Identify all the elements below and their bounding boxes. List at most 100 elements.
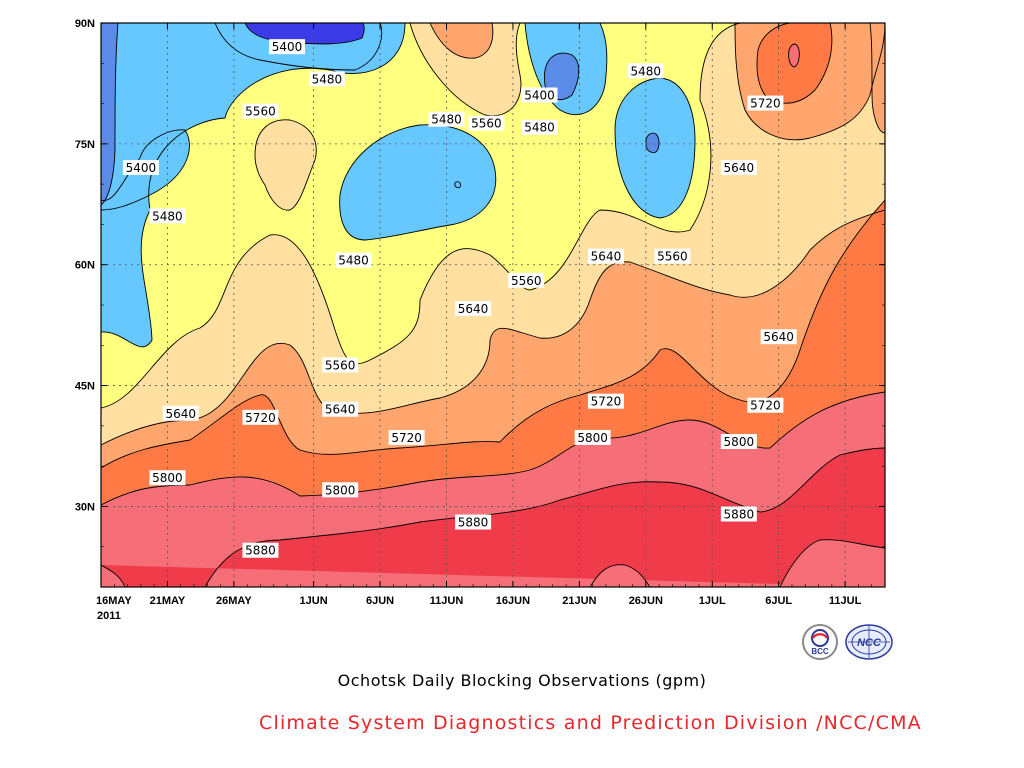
- contour-label: 5640: [455, 301, 492, 317]
- contour-label-text: 5720: [750, 399, 781, 413]
- contour-label: 5720: [587, 393, 624, 409]
- blob-5640-north: [430, 23, 493, 59]
- blob-core-north: [245, 23, 365, 44]
- contour-label-text: 5720: [591, 395, 622, 409]
- contour-label: 5640: [760, 329, 797, 345]
- contour-label-box: [747, 397, 784, 413]
- contour-label-box: [162, 405, 199, 421]
- y-tick-label: 60N: [75, 260, 95, 272]
- contour-label-text: 5560: [511, 274, 542, 288]
- contour-label: 5640: [322, 401, 359, 417]
- contour-label: 5480: [335, 252, 372, 268]
- blob-5400-east: [646, 133, 659, 153]
- contour-label-text: 5480: [152, 209, 183, 223]
- blob-5480-center: [339, 124, 496, 240]
- contour-label: 5720: [242, 409, 279, 425]
- contour-label: 5640: [162, 405, 199, 421]
- ncc-logo-icon: NCC: [845, 624, 893, 660]
- x-year-label: 2011: [97, 610, 121, 622]
- contour-label: 5640: [720, 160, 757, 176]
- contour-label: 5480: [428, 111, 465, 127]
- contour-label: 5400: [521, 87, 558, 103]
- blob-5560-center: [255, 119, 317, 211]
- blob-5800-sse: [780, 539, 885, 587]
- contour-fields: 5400 5480 5400 5480 5560 5480 5560 5400 5480 5480…: [101, 23, 885, 587]
- blob-5880-ne: [788, 44, 800, 67]
- contour-label: 5560: [322, 357, 359, 373]
- contour-label-box: [587, 393, 624, 409]
- x-tick-label: 6JUL: [765, 595, 792, 607]
- contour-label-box: [760, 329, 797, 345]
- contour-label-text: 5800: [325, 483, 356, 497]
- contour-label: 5880: [720, 506, 757, 522]
- x-tick-label: 26JUN: [629, 595, 663, 607]
- contour-label: 5560: [468, 115, 505, 131]
- contour-label-box: [149, 208, 186, 224]
- x-tick-label: 6JUN: [366, 595, 394, 607]
- contour-label-text: 5400: [524, 89, 555, 103]
- contour-label-text: 5720: [391, 431, 422, 445]
- contour-label: 5400: [269, 39, 306, 55]
- contour-label-text: 5640: [724, 161, 755, 175]
- contour-label: 5720: [388, 429, 425, 445]
- contour-label: 5720: [747, 95, 784, 111]
- x-tick-labels: 16MAY 21MAY 26MAY 1JUN 6JUN 11JUN 16JUN 21JUN 26…: [96, 595, 862, 607]
- contour-labels: 5400 5480 5400 5480 5560 5480 5560 5400 5480 5480…: [122, 39, 797, 558]
- contour-label-text: 5800: [724, 435, 755, 449]
- contour-label: 5480: [627, 63, 664, 79]
- contour-label: 5480: [149, 208, 186, 224]
- contour-label-box: [322, 482, 359, 498]
- contour-lines: [101, 23, 885, 587]
- contour-label-box: [720, 433, 757, 449]
- contour-label-text: 5880: [245, 544, 276, 558]
- contour-label-box: [521, 87, 558, 103]
- contour-label-text: 5640: [591, 250, 622, 264]
- contour-label-text: 5800: [152, 471, 183, 485]
- contour-label-text: 5480: [338, 254, 369, 268]
- contour-label: 5800: [322, 482, 359, 498]
- x-tick-label: 11JUL: [829, 595, 862, 607]
- blob-low-west-edge: [101, 23, 118, 205]
- contour-label: 5400: [122, 160, 159, 176]
- contour-label-text: 5480: [312, 72, 343, 86]
- contour-label-box: [335, 252, 372, 268]
- contour-label-box: [242, 409, 279, 425]
- contour-label-box: [308, 71, 345, 87]
- contour-label-box: [521, 119, 558, 135]
- y-tick-label: 90N: [75, 18, 95, 30]
- contour-label-text: 5720: [750, 97, 781, 111]
- x-tick-label: 16MAY: [96, 595, 132, 607]
- contour-label-box: [720, 506, 757, 522]
- contour-label-box: [747, 95, 784, 111]
- contour-label-box: [428, 111, 465, 127]
- contour-label-box: [122, 160, 159, 176]
- contour-label-text: 5480: [431, 113, 462, 127]
- contour-label-box: [508, 272, 545, 288]
- contour-label-text: 5640: [165, 407, 196, 421]
- contour-label-box: [627, 63, 664, 79]
- axis-ticks: [100, 22, 886, 588]
- bcc-logo: BCC: [801, 623, 839, 665]
- contour-label-text: 5560: [325, 358, 356, 372]
- contour-label-text: 5560: [471, 117, 502, 131]
- contour-label: 5480: [308, 71, 345, 87]
- contour-label-box: [587, 248, 624, 264]
- contour-label-text: 5560: [657, 250, 688, 264]
- contour-label-box: [149, 470, 186, 486]
- y-tick-label: 45N: [75, 381, 95, 393]
- bcc-logo-icon: BCC: [802, 624, 838, 660]
- contour-label: 5720: [747, 397, 784, 413]
- blob-5560-north: [410, 23, 521, 116]
- x-tick-label: 1JUN: [300, 595, 328, 607]
- contour-label-text: 5800: [577, 431, 608, 445]
- y-tick-label: 75N: [75, 139, 95, 151]
- contour-label-text: 5880: [724, 507, 755, 521]
- x-tick-label: 16JUN: [496, 595, 530, 607]
- x-tick-label: 11JUN: [430, 595, 464, 607]
- contour-label-text: 5640: [458, 302, 489, 316]
- contour-label-text: 5640: [325, 403, 356, 417]
- contour-label-text: 5400: [272, 40, 303, 54]
- contour-label-box: [242, 542, 279, 558]
- x-tick-label: 21JUN: [562, 595, 596, 607]
- contour-label-box: [388, 429, 425, 445]
